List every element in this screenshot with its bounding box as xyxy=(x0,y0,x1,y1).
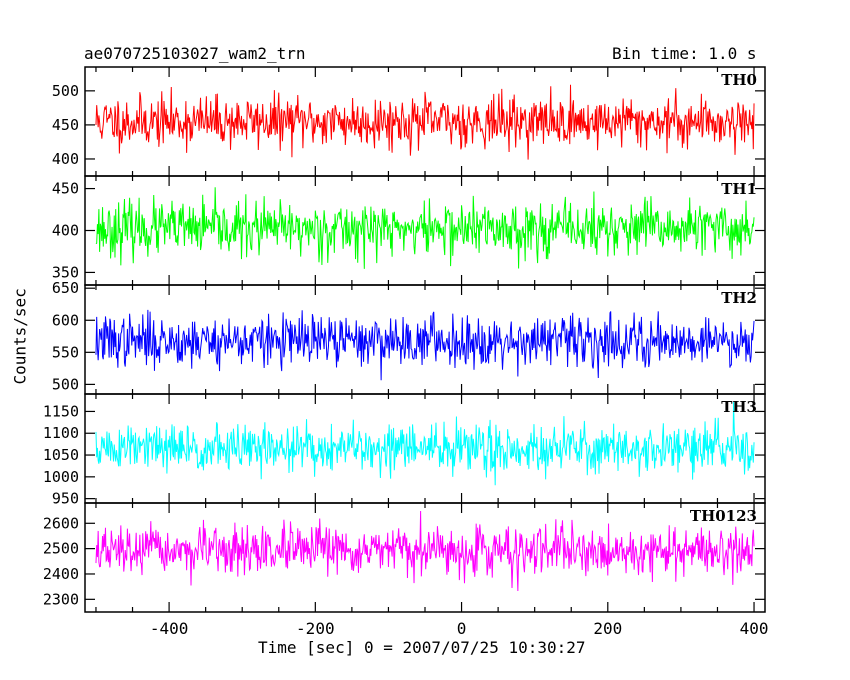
chart-title: ae070725103027_wam2_trn xyxy=(84,44,306,63)
series-line-th3 xyxy=(95,402,755,486)
panel-th0123: 2300 2400 2500 2600 TH0123 xyxy=(43,502,766,613)
y-tick-label: 500 xyxy=(52,82,79,100)
series-line-th2 xyxy=(95,309,755,381)
y-tick-label: 500 xyxy=(52,375,79,393)
panel-label: TH3 xyxy=(721,398,757,416)
series-line-th0123 xyxy=(95,510,755,592)
y-tick-label: 1100 xyxy=(43,424,79,442)
y-axis-label: Counts/sec xyxy=(10,288,30,385)
panel-th0: 400 450 500 TH0 xyxy=(52,66,766,177)
y-tick-label: 550 xyxy=(52,343,79,361)
y-tick-label: 450 xyxy=(52,180,79,198)
y-tick-label: 2400 xyxy=(43,565,79,583)
y-tick-label: 400 xyxy=(52,222,79,240)
panel-label: TH0 xyxy=(721,71,757,89)
y-tick-label: 350 xyxy=(52,263,79,281)
x-tick-label: 0 xyxy=(457,619,467,638)
y-tick-label: 400 xyxy=(52,150,79,168)
panel-th1: 350 400 450 TH1 xyxy=(52,175,766,286)
x-tick-label: 200 xyxy=(593,619,622,638)
panel-label: TH0123 xyxy=(690,507,757,525)
series-line-th1 xyxy=(95,187,755,269)
y-tick-label: 2600 xyxy=(43,514,79,532)
y-tick-label: 450 xyxy=(52,116,79,134)
y-tick-label: 2300 xyxy=(43,590,79,608)
x-tick-label: -200 xyxy=(296,619,335,638)
panel-label: TH1 xyxy=(721,180,757,198)
y-tick-label: 1000 xyxy=(43,468,79,486)
series-line-th0 xyxy=(95,84,755,160)
y-tick-label: 950 xyxy=(52,490,79,508)
y-tick-label: 1150 xyxy=(43,402,79,420)
y-tick-label: 650 xyxy=(52,279,79,297)
panel-label: TH2 xyxy=(721,289,757,307)
bin-time-label: Bin time: 1.0 s xyxy=(612,44,757,63)
y-tick-label: 600 xyxy=(52,311,79,329)
panel-th3: 950 1000 1050 1100 1150 TH3 xyxy=(43,393,766,508)
x-tick-label: 400 xyxy=(740,619,769,638)
y-tick-label: 2500 xyxy=(43,540,79,558)
x-axis-label: Time [sec] 0 = 2007/07/25 10:30:27 xyxy=(258,638,586,657)
y-tick-label: 1050 xyxy=(43,446,79,464)
x-tick-label: -400 xyxy=(150,619,189,638)
panel-th2: 500 550 600 650 TH2 xyxy=(52,279,766,395)
